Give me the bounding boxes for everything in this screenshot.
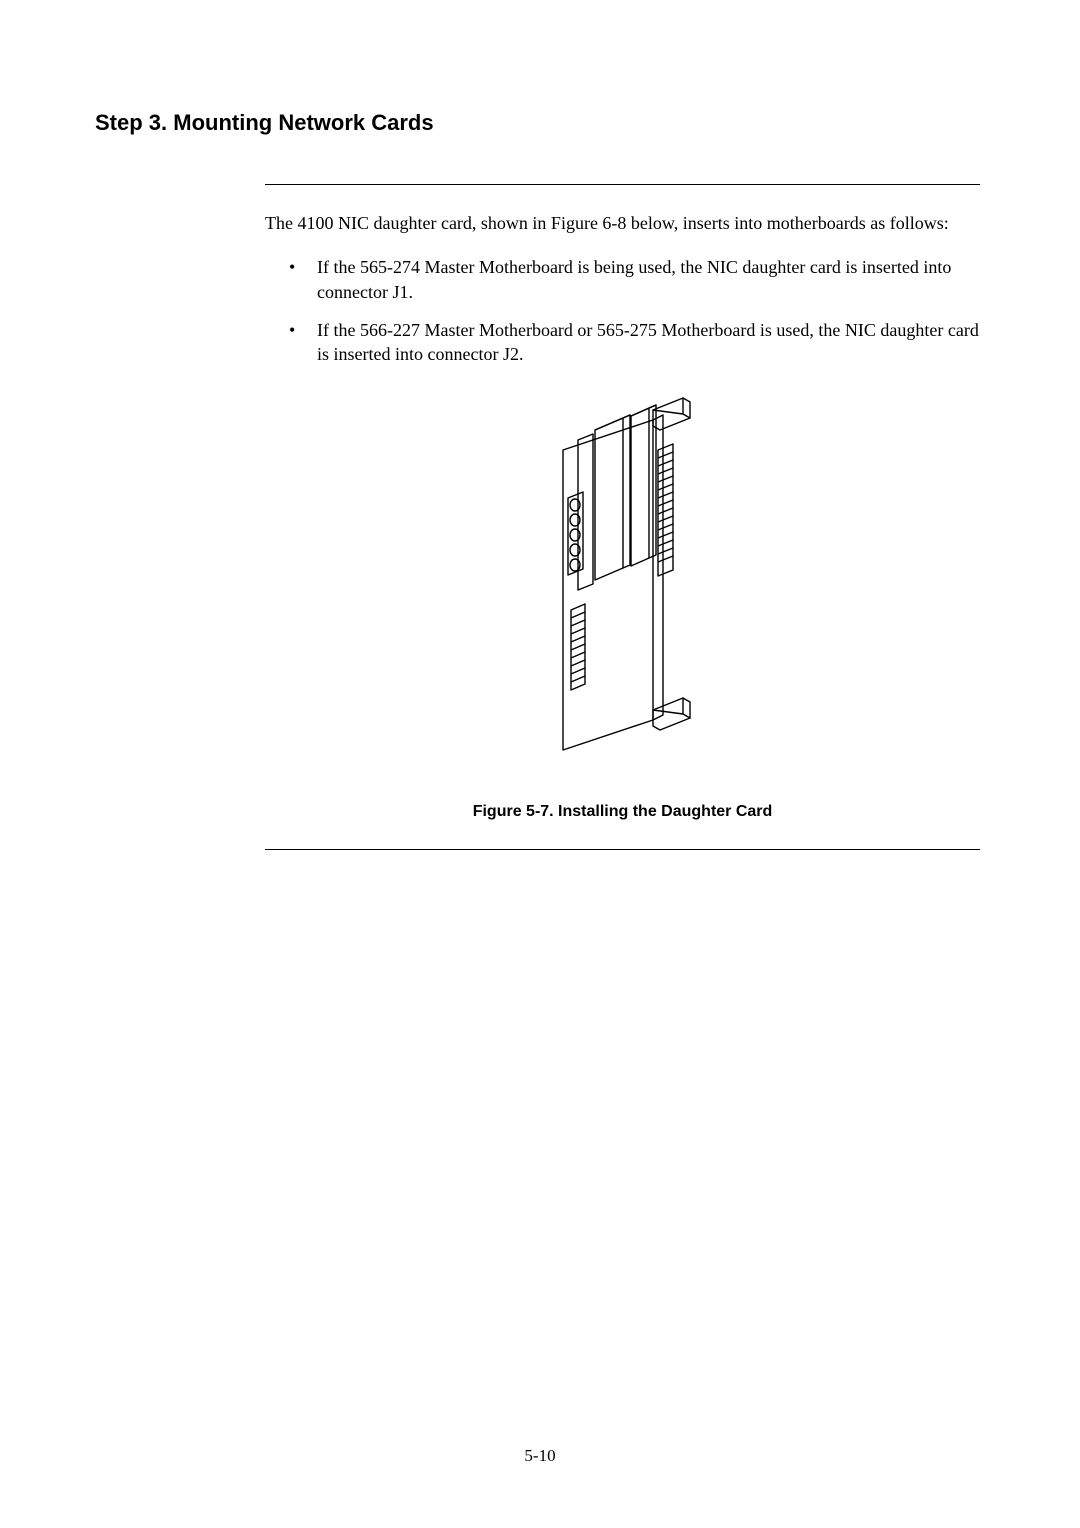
rule-top bbox=[265, 184, 980, 185]
figure-caption: Figure 5-7. Installing the Daughter Card bbox=[265, 803, 980, 821]
intro-paragraph: The 4100 NIC daughter card, shown in Fig… bbox=[265, 211, 980, 235]
bullet-item: If the 566-227 Master Motherboard or 565… bbox=[289, 318, 980, 367]
bullet-item: If the 565-274 Master Motherboard is bei… bbox=[289, 255, 980, 304]
daughter-card-diagram-icon bbox=[523, 390, 723, 775]
content-block: The 4100 NIC daughter card, shown in Fig… bbox=[265, 184, 980, 850]
page-heading: Step 3. Mounting Network Cards bbox=[95, 110, 980, 136]
page-number: 5-10 bbox=[524, 1446, 555, 1466]
figure: Figure 5-7. Installing the Daughter Card bbox=[265, 390, 980, 821]
rule-bottom bbox=[265, 849, 980, 850]
bullet-list: If the 565-274 Master Motherboard is bei… bbox=[265, 255, 980, 366]
